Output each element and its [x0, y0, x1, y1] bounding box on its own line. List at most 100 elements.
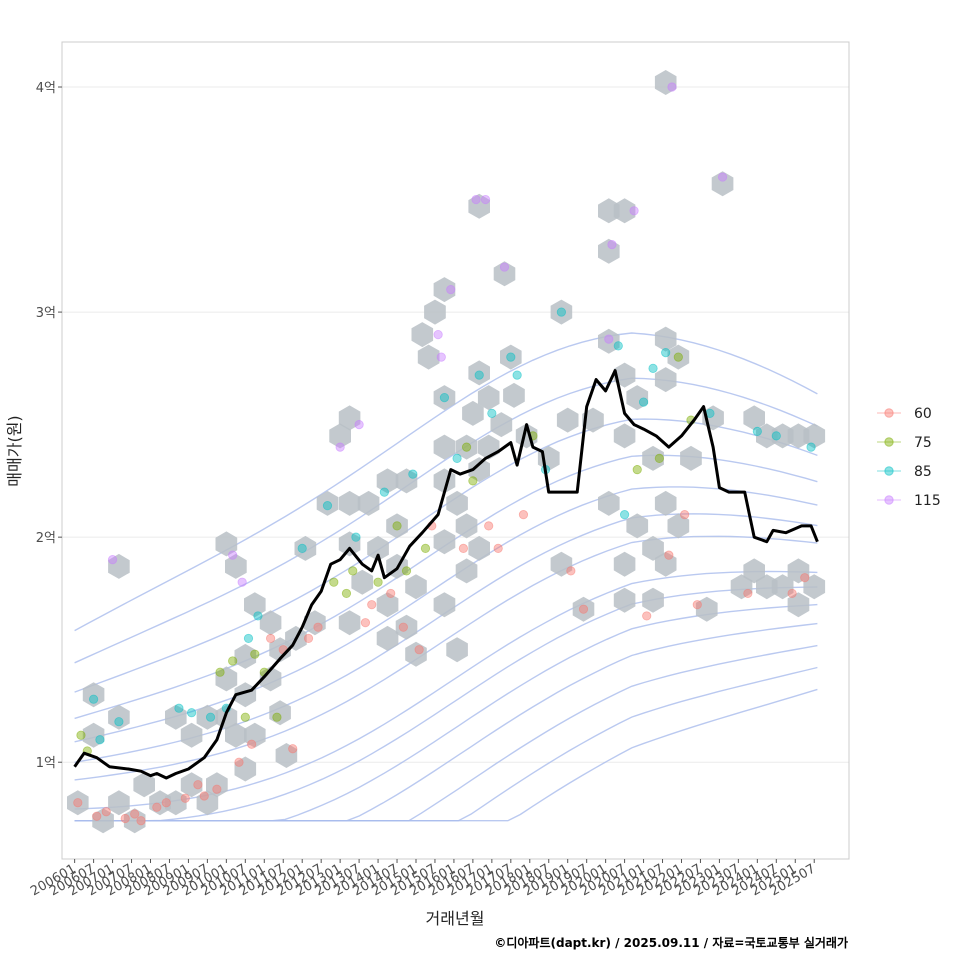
hexbin-cell [582, 407, 604, 433]
hexbin-cell [196, 704, 219, 730]
data-point-85 [114, 717, 124, 727]
hexbin-cell [357, 490, 380, 516]
data-point-60 [120, 813, 130, 824]
hexbin-cell [180, 722, 203, 748]
data-point-85 [474, 370, 484, 380]
hexbin-cell [234, 643, 257, 669]
data-point-85 [439, 393, 450, 403]
hexbin-cell [556, 407, 579, 433]
data-point-115 [228, 550, 238, 560]
hexbin-cell [743, 405, 765, 431]
data-point-75 [240, 712, 250, 722]
legend-key-point [884, 408, 894, 418]
hexbin-cell [376, 468, 399, 494]
data-point-60 [92, 811, 102, 821]
data-point-60 [367, 600, 377, 610]
hexbin-cell [503, 382, 525, 408]
density-contour [74, 332, 818, 632]
data-point-85 [379, 487, 389, 497]
data-point-60 [578, 604, 589, 614]
hexbin-cell [433, 529, 456, 555]
hexbin-cell [455, 513, 478, 539]
data-point-85 [253, 611, 263, 621]
hexbin-cell [667, 513, 690, 539]
hexbin-cell [133, 772, 155, 798]
legend-key-point [884, 437, 894, 447]
hexbin-cell [613, 587, 636, 613]
data-point-60 [234, 757, 244, 767]
hexbin-cell [598, 238, 620, 264]
data-point-75 [348, 566, 358, 576]
data-point-60 [212, 784, 222, 794]
hexbin-cell [433, 434, 456, 460]
data-point-75 [654, 453, 664, 463]
hexbin-cell [613, 198, 636, 224]
data-point-60 [180, 793, 190, 803]
data-point-60 [518, 510, 529, 520]
y-tick-label: 3억 [36, 306, 56, 321]
data-point-85 [661, 347, 671, 358]
legend-key-point [884, 495, 894, 505]
hexbin-cell [67, 790, 89, 816]
gridlines [62, 86, 849, 763]
data-point-85 [452, 453, 462, 463]
data-point-60 [664, 550, 674, 560]
density-contour [74, 586, 818, 822]
hexbin-cell [417, 344, 440, 370]
data-point-60 [136, 816, 146, 826]
hexbin-cell [386, 513, 408, 539]
plot-frame [61, 41, 850, 860]
data-point-115 [433, 329, 443, 340]
data-point-115 [604, 334, 614, 344]
data-point-75 [401, 566, 412, 576]
data-point-60 [692, 600, 702, 610]
panel-background [62, 42, 849, 859]
data-point-115 [237, 577, 247, 587]
hexbin-cell [455, 558, 478, 584]
data-point-60 [266, 633, 276, 644]
hexbin-cell [244, 592, 266, 618]
data-point-85 [89, 694, 99, 704]
legend-item-115: 115 [877, 493, 941, 509]
hexbin-cell [468, 360, 490, 386]
density-contour [74, 535, 818, 781]
data-point-85 [408, 469, 418, 479]
hexbin-cell [477, 385, 500, 411]
hexbin-cell [108, 790, 130, 816]
hexbin-cell [376, 625, 399, 651]
y-axis-title: 매매가(원) [5, 415, 24, 486]
hexbin-cell [196, 790, 219, 816]
data-point-75 [215, 667, 225, 677]
density-contour [74, 603, 818, 822]
median-line [73, 369, 819, 780]
legend-key-point [884, 466, 894, 476]
hexbin-cell [613, 362, 636, 388]
data-point-60 [566, 566, 576, 576]
hexbin-cell [462, 400, 484, 426]
y-tick-label: 2억 [36, 531, 56, 546]
hexbin-cell [215, 531, 238, 557]
data-point-75 [329, 577, 339, 587]
data-point-85 [806, 442, 816, 452]
data-point-75 [250, 649, 260, 659]
hexbin-cell [433, 385, 456, 411]
hexbin-cell [234, 682, 257, 708]
y-tick-label: 4억 [36, 81, 56, 96]
data-point-75 [673, 352, 683, 362]
hexbin-cell [613, 551, 636, 577]
legend-item-75: 75 [877, 435, 932, 451]
data-point-85 [613, 341, 623, 351]
data-point-60 [386, 588, 396, 599]
data-point-60 [493, 543, 503, 554]
hexbin-cell [123, 808, 146, 834]
data-point-60 [458, 543, 469, 554]
legend-item-85: 85 [877, 464, 932, 480]
hexbin-cell [259, 666, 282, 692]
data-point-60 [73, 798, 83, 808]
hexbin-cell [598, 490, 620, 516]
hexbin-layer [67, 70, 826, 834]
hexbin-cell [338, 490, 361, 516]
data-point-115 [480, 194, 491, 205]
data-point-115 [667, 82, 677, 92]
